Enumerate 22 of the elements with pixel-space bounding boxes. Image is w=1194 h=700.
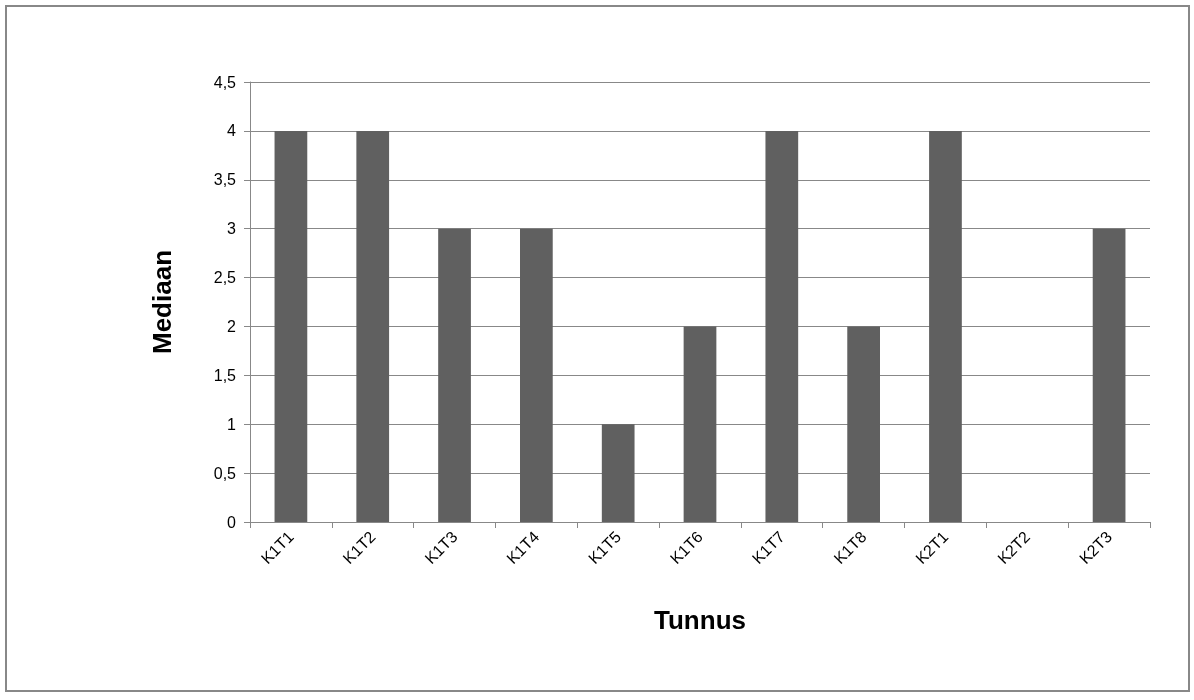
bar — [601, 424, 635, 522]
y-tick-label: 4 — [227, 122, 237, 140]
y-tick-label: 2,5 — [213, 269, 237, 287]
y-tick-label: 0 — [227, 513, 237, 531]
bar — [683, 326, 717, 522]
y-tick-label: 0,5 — [213, 464, 237, 482]
x-axis-title: Tunnus — [654, 605, 746, 635]
y-axis-title: Mediaan — [147, 249, 177, 355]
y-tick-label: 4,5 — [213, 73, 237, 91]
bar — [929, 130, 962, 522]
bar — [847, 326, 880, 522]
bar — [274, 130, 308, 522]
y-tick-label: 3,5 — [213, 171, 237, 189]
bar — [356, 130, 390, 522]
bar — [765, 130, 799, 522]
y-tick-label: 2 — [227, 317, 237, 335]
y-tick-label: 1,5 — [213, 366, 237, 384]
y-tick-label: 1 — [227, 415, 237, 433]
bar — [520, 228, 553, 522]
bar — [1092, 228, 1126, 522]
bar — [438, 228, 471, 522]
y-tick-label: 3 — [227, 220, 237, 238]
